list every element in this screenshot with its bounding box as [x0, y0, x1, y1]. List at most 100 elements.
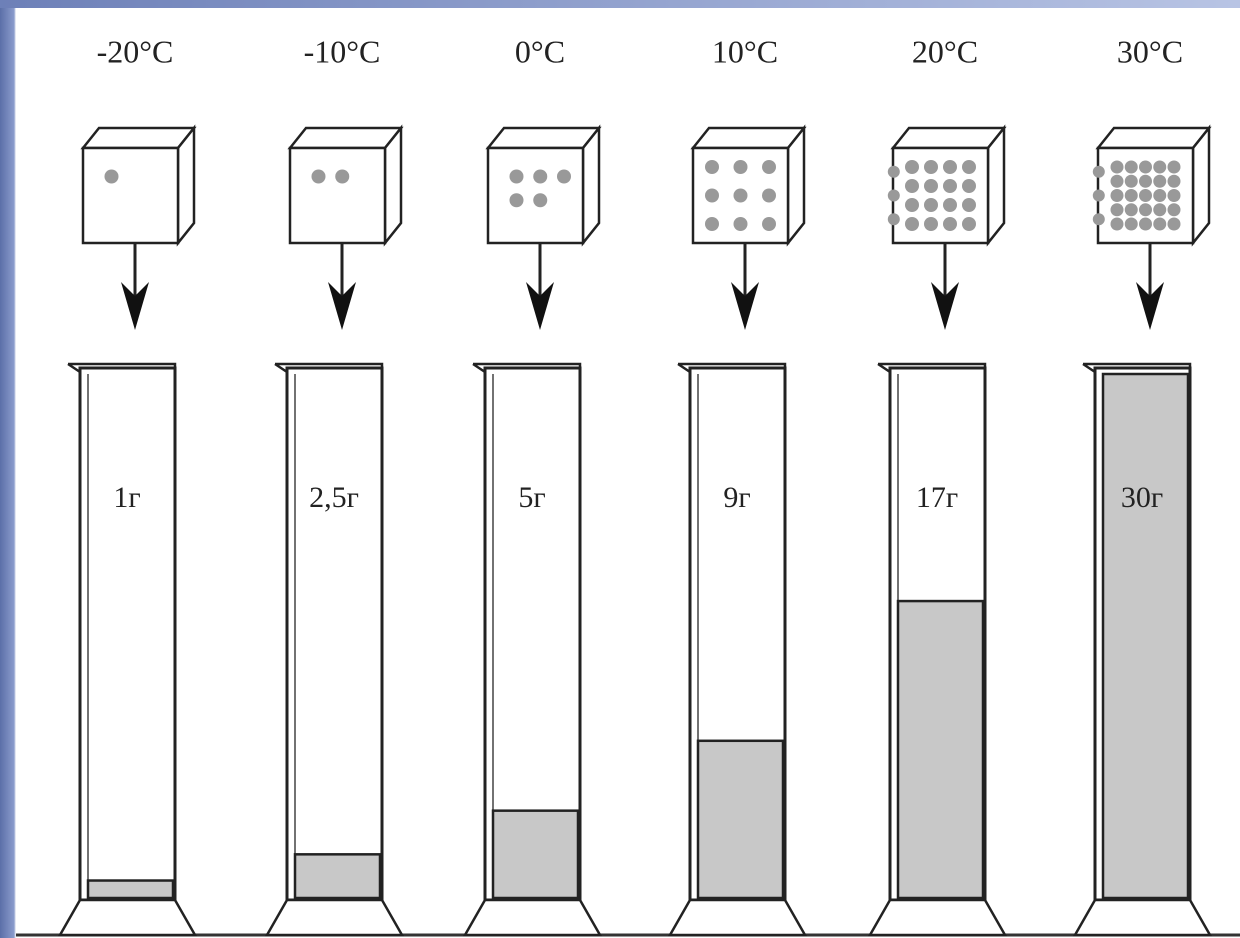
particle: [1124, 174, 1138, 188]
particle: [1153, 203, 1167, 217]
mass-label: 5г: [518, 481, 545, 514]
solution-fill: [696, 739, 785, 900]
solution-fill: [491, 809, 580, 900]
particle: [905, 198, 919, 212]
tube-base: [867, 898, 1008, 937]
top-bar: [0, 0, 1240, 8]
temperature-label: 10°C: [712, 33, 778, 69]
cube-top: [890, 126, 1007, 150]
mass-label: 9г: [723, 481, 750, 514]
particle: [1139, 174, 1152, 188]
particle: [1092, 165, 1105, 178]
particle: [311, 169, 326, 184]
tube: [78, 366, 177, 902]
particle: [733, 160, 748, 174]
particle: [1139, 160, 1152, 174]
temperature-label: -20°C: [97, 33, 174, 69]
particle: [1167, 217, 1181, 231]
cube-side: [1191, 124, 1211, 247]
cube-top: [287, 126, 404, 150]
tube-base: [462, 898, 603, 937]
particle: [1124, 160, 1138, 174]
particle: [924, 217, 938, 231]
arrow-head: [526, 282, 554, 330]
tube: [285, 366, 384, 902]
arrow-head: [931, 282, 959, 330]
tube-base: [57, 898, 198, 937]
mass-label: 1г: [113, 481, 140, 514]
arrow-head: [328, 282, 356, 330]
temperature-label: 30°C: [1117, 33, 1183, 69]
particle: [962, 198, 976, 212]
particle: [905, 160, 919, 174]
mass-label: 2,5г: [309, 481, 359, 514]
particle: [104, 169, 119, 184]
particle: [887, 189, 900, 202]
temperature-label: -10°C: [304, 33, 381, 69]
particle: [509, 169, 524, 184]
arrow-head: [121, 282, 149, 330]
particle: [943, 179, 957, 193]
particle: [1139, 203, 1152, 217]
particle: [943, 198, 957, 212]
arrow-head: [1136, 282, 1164, 330]
particle: [1153, 160, 1167, 174]
particle: [762, 188, 776, 203]
solution-fill: [293, 853, 382, 900]
tube-base: [1072, 898, 1213, 937]
particle: [533, 193, 548, 208]
particle: [557, 169, 571, 184]
particle: [1153, 174, 1167, 188]
particle: [962, 217, 976, 231]
particle: [1139, 217, 1152, 231]
arrow-head: [731, 282, 759, 330]
solution-fill: [1101, 372, 1190, 900]
particle: [1110, 217, 1124, 231]
particle: [924, 179, 938, 193]
particle: [943, 217, 957, 231]
particle: [1167, 160, 1181, 174]
particle: [943, 160, 957, 174]
tube-base: [667, 898, 808, 937]
particle: [962, 179, 976, 193]
particle: [887, 165, 900, 178]
particle: [1167, 174, 1181, 188]
particle: [962, 160, 976, 174]
particle: [533, 169, 548, 184]
particle: [1110, 160, 1124, 174]
particle: [335, 169, 350, 184]
particle: [924, 198, 938, 212]
particle: [905, 217, 919, 231]
particle: [887, 213, 900, 226]
particle: [1124, 189, 1138, 202]
mass-label: 17г: [916, 481, 958, 514]
cube-side: [986, 124, 1006, 247]
temperature-label: 0°C: [515, 33, 565, 69]
particle: [733, 188, 748, 203]
particle: [1092, 189, 1105, 202]
tube-base: [264, 898, 405, 937]
particle: [762, 160, 776, 174]
particle: [1092, 213, 1105, 226]
solution-fill: [86, 879, 175, 900]
cube-side: [786, 124, 806, 247]
particle: [1153, 189, 1167, 202]
cube-front: [288, 146, 387, 245]
cube-front: [81, 146, 180, 245]
particle: [733, 217, 748, 231]
particle: [705, 188, 719, 203]
solution-fill: [896, 599, 985, 900]
particle: [509, 193, 524, 208]
cube-top: [485, 126, 602, 150]
particle: [1124, 217, 1138, 231]
particle: [1167, 189, 1181, 202]
temperature-label: 20°C: [912, 33, 978, 69]
mass-label: 30г: [1121, 481, 1163, 514]
particle: [1124, 203, 1138, 217]
cube-side: [581, 124, 601, 247]
particle: [905, 179, 919, 193]
cube-top: [80, 126, 197, 150]
particle: [1153, 217, 1167, 231]
